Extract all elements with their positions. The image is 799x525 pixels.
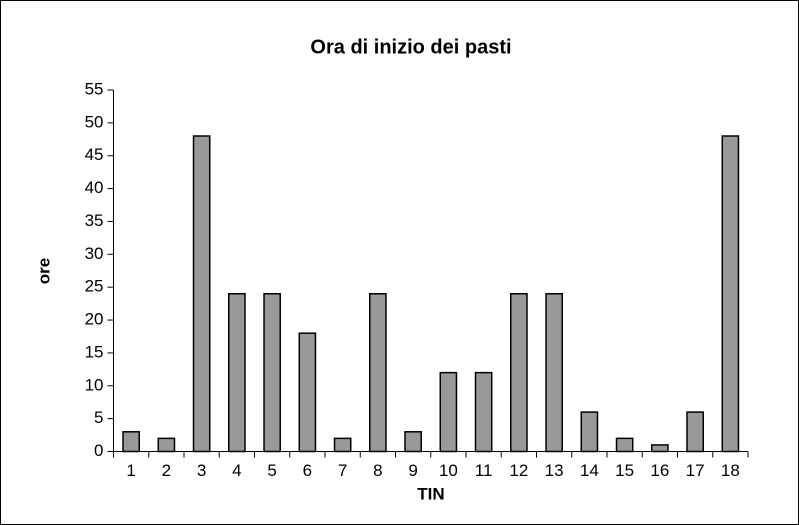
x-tick-label: 17: [686, 461, 705, 480]
x-axis-label: TIN: [417, 484, 444, 503]
x-tick-label: 11: [475, 461, 493, 480]
x-tick-label: 5: [267, 461, 276, 480]
x-tick-label: 1: [126, 461, 135, 480]
y-tick-label: 5: [94, 408, 103, 427]
y-tick-label: 0: [94, 441, 103, 460]
y-tick-label: 30: [85, 244, 104, 263]
y-axis-label: ore: [34, 258, 53, 284]
y-tick-label: 15: [85, 342, 104, 361]
bar: [122, 431, 140, 453]
x-tick-label: 9: [408, 461, 417, 480]
x-tick-label: 18: [721, 461, 740, 480]
x-tick-label: 8: [373, 461, 382, 480]
bar: [580, 411, 599, 453]
x-tick-label: 3: [197, 461, 206, 480]
bar: [298, 332, 317, 453]
bar: [404, 431, 422, 453]
bar: [228, 293, 246, 453]
y-tick-label: 40: [85, 178, 104, 197]
y-tick-label: 55: [85, 79, 104, 98]
x-tick-label: 4: [232, 461, 241, 480]
bar: [263, 293, 281, 453]
bar: [157, 437, 176, 453]
bar: [474, 371, 493, 453]
x-tick-label: 6: [303, 461, 312, 480]
x-tick-label: 14: [580, 461, 599, 480]
y-tick-label: 35: [85, 211, 104, 230]
bar: [439, 371, 458, 453]
bar: [615, 437, 634, 453]
bar: [510, 293, 528, 453]
y-tick-label: 50: [85, 112, 104, 131]
x-tick-label: 10: [439, 461, 458, 480]
bar: [333, 437, 352, 453]
x-tick-label: 16: [650, 461, 669, 480]
x-tick-label: 15: [615, 461, 634, 480]
bar: [686, 411, 704, 453]
y-tick-label: 10: [85, 375, 104, 394]
x-tick-label: 2: [162, 461, 171, 480]
y-tick-label: 45: [85, 145, 104, 164]
x-tick-label: 7: [338, 461, 347, 480]
x-tick-label: 12: [509, 461, 528, 480]
x-tick-label: 13: [545, 461, 564, 480]
bar: [721, 135, 740, 453]
y-tick-label: 25: [85, 277, 104, 296]
bar: [192, 135, 211, 453]
y-tick-label: 20: [85, 310, 104, 329]
bar: [651, 444, 669, 453]
bar: [369, 293, 387, 453]
bar: [545, 293, 563, 453]
chart-title: Ora di inizio dei pasti: [310, 36, 511, 58]
